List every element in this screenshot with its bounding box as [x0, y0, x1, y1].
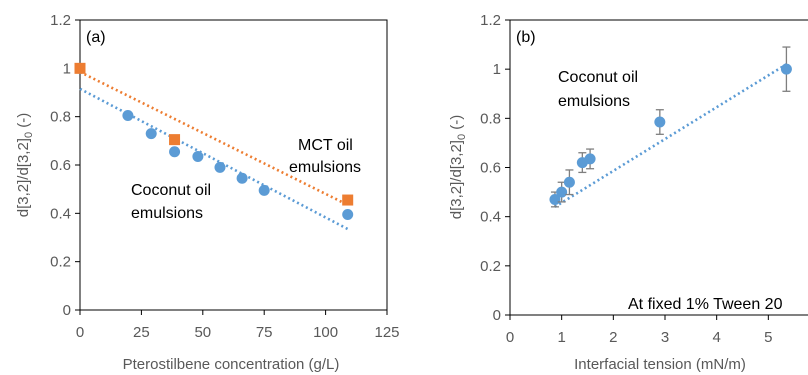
panel-a-ylabel: d[3,2]/d[3,2]0 (-): [15, 113, 35, 218]
x-tick-label: 2: [609, 329, 617, 346]
data-point-circle: [122, 109, 134, 121]
y-tick-label: 0.4: [480, 209, 501, 226]
y-tick-label: 1: [493, 61, 501, 78]
data-point-circle: [192, 151, 204, 163]
y-tick-label: 1.2: [480, 12, 501, 29]
panel-b-ylabel: d[3,2]/d[3,2]0 (-): [448, 115, 468, 220]
panel-a: 0 0.2 0.4 0.6 0.8 1 1.2 0 25 50 75 100 125 (a) MCT o…: [15, 12, 400, 373]
panel-a-ylabel-tail: (-): [15, 113, 32, 132]
y-tick-label: 0.6: [50, 157, 71, 174]
y-tick-label: 0: [493, 307, 501, 324]
data-point-circle: [236, 172, 248, 184]
data-point-circle: [342, 209, 354, 221]
data-point-circle: [654, 116, 666, 128]
data-point-circle: [584, 153, 596, 165]
panel-a-annotation-coconut-2: emulsions: [131, 205, 203, 222]
x-tick-label: 5: [764, 329, 772, 346]
data-point-circle: [214, 161, 226, 173]
panel-b-xlabel: Interfacial tension (mN/m): [574, 356, 746, 373]
panel-b-label: (b): [516, 29, 536, 46]
panel-b: 00.20.40.60.811.20123456 (b) Coconut oil…: [448, 12, 808, 373]
y-tick-label: 0.2: [50, 254, 71, 271]
x-tick-label: 4: [712, 329, 720, 346]
data-point-circle: [556, 186, 568, 198]
x-tick-label: 3: [661, 329, 669, 346]
y-tick-label: 0.4: [50, 205, 71, 222]
panel-b-plot-border: [509, 19, 808, 316]
panel-a-ylabel-main: d[3,2]/d[3,2]: [15, 138, 32, 217]
x-tick-label: 0: [506, 329, 514, 346]
trendline: [554, 63, 788, 208]
panel-a-annotation-mct-2: emulsions: [289, 159, 361, 176]
panel-b-trendlines: [554, 63, 788, 208]
y-tick-label: 0.8: [480, 110, 501, 127]
data-point-square: [74, 62, 86, 74]
data-point-circle: [563, 176, 575, 188]
panel-a-xlabel: Pterostilbene concentration (g/L): [123, 356, 340, 373]
panel-a-label: (a): [86, 29, 106, 46]
panel-a-axes: 0 0.2 0.4 0.6 0.8 1 1.2 0 25 50 75 100 125: [50, 12, 399, 341]
x-tick-label: 50: [194, 324, 211, 341]
panel-a-markers: [74, 62, 354, 221]
panel-a-annotation-mct-1: MCT oil: [298, 137, 353, 154]
x-tick-label: 100: [313, 324, 338, 341]
data-point-circle: [258, 184, 270, 196]
panel-b-ylabel-sub: 0: [456, 134, 468, 140]
y-tick-label: 0.2: [480, 258, 501, 275]
panel-b-ylabel-main: d[3,2]/d[3,2]: [448, 140, 465, 219]
panel-b-ylabel-tail: (-): [448, 115, 465, 134]
x-tick-label: 75: [256, 324, 273, 341]
y-tick-label: 0.6: [480, 160, 501, 177]
x-tick-label: 0: [76, 324, 84, 341]
data-point-square: [169, 134, 181, 146]
panel-b-annotation-coconut-1: Coconut oil: [558, 69, 638, 86]
y-tick-label: 1.2: [50, 12, 71, 29]
panel-a-annotation-coconut-1: Coconut oil: [131, 182, 211, 199]
data-point-square: [342, 194, 354, 206]
x-tick-label: 125: [374, 324, 399, 341]
data-point-circle: [169, 146, 181, 158]
panel-b-markers: [549, 46, 792, 208]
panel-b-note: At fixed 1% Tween 20: [628, 296, 783, 313]
data-point-circle: [145, 128, 157, 140]
y-tick-label: 0.8: [50, 109, 71, 126]
panel-b-axes: 00.20.40.60.811.20123456: [480, 12, 772, 346]
panel-b-annotation-coconut-2: emulsions: [558, 93, 630, 110]
panel-a-ylabel-sub: 0: [23, 132, 35, 138]
x-tick-label: 25: [133, 324, 150, 341]
data-point-circle: [780, 63, 792, 75]
x-tick-label: 1: [557, 329, 565, 346]
y-tick-label: 0: [63, 302, 71, 319]
y-tick-label: 1: [63, 60, 71, 77]
